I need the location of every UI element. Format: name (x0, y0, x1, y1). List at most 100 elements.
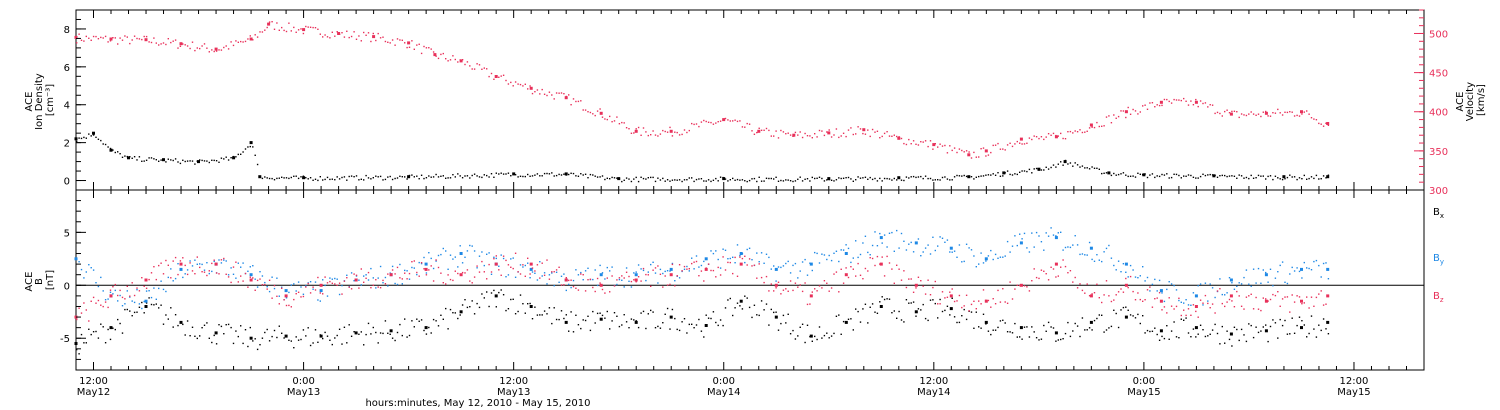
sample-dot (119, 322, 121, 325)
legend-bx-sub: x (1440, 212, 1444, 220)
sample-dot (1293, 301, 1296, 303)
sample-dot (218, 273, 220, 275)
series-bx (74, 289, 1330, 355)
sample-dot (997, 257, 999, 259)
sample-dot (1019, 336, 1021, 338)
sample-dot (290, 340, 292, 342)
sample-dot (1248, 113, 1250, 115)
sample-dot (502, 294, 505, 296)
sample-dot (372, 326, 374, 329)
sample-dot (628, 327, 630, 329)
sample-dot (1105, 247, 1108, 250)
sample-dot (1325, 177, 1327, 179)
sample-dot (1002, 175, 1004, 177)
sample-dot (215, 50, 218, 52)
sample-dot (963, 174, 965, 177)
sample-dot (1298, 115, 1301, 117)
sample-dot (823, 254, 826, 256)
sample-dot (1281, 261, 1284, 263)
sample-dot (896, 229, 898, 232)
sample-dot (512, 298, 514, 300)
sample-dot (888, 298, 891, 300)
data-point (1054, 331, 1058, 335)
sample-dot (1245, 296, 1248, 298)
sample-dot (888, 178, 891, 180)
sample-dot (958, 175, 961, 177)
sample-dot (104, 299, 107, 301)
sample-dot (975, 156, 977, 158)
sample-dot (773, 311, 775, 314)
sample-dot (671, 135, 674, 137)
sample-dot (944, 144, 946, 147)
sample-dot (814, 288, 816, 290)
sample-dot (1125, 277, 1127, 280)
sample-dot (1267, 340, 1269, 343)
sample-dot (194, 335, 196, 337)
sample-dot (167, 318, 169, 320)
sample-dot (288, 177, 290, 180)
sample-dot (1277, 108, 1279, 111)
sample-dot (1060, 231, 1062, 233)
sample-dot (765, 253, 768, 255)
sample-dot (683, 179, 686, 181)
sample-dot (852, 133, 854, 136)
sample-dot (973, 255, 975, 257)
sample-dot (464, 175, 466, 177)
sample-dot (611, 266, 613, 268)
sample-dot (1322, 262, 1325, 265)
sample-dot (1315, 296, 1318, 299)
sample-dot (924, 247, 927, 249)
sample-dot (635, 281, 637, 283)
sample-dot (1257, 267, 1260, 270)
sample-dot (324, 331, 326, 334)
sample-dot (1006, 170, 1009, 172)
data-point (407, 175, 411, 179)
sample-dot (420, 262, 423, 265)
sample-dot (177, 273, 179, 276)
sample-dot (555, 271, 558, 273)
sample-dot (883, 132, 886, 135)
sample-dot (541, 175, 543, 177)
sample-dot (797, 335, 799, 337)
sample-dot (975, 266, 977, 268)
sample-dot (1296, 114, 1298, 117)
sample-dot (1293, 270, 1296, 272)
sample-dot (452, 258, 454, 260)
sample-dot (416, 271, 418, 274)
sample-dot (842, 249, 845, 251)
sample-dot (565, 277, 567, 279)
sample-dot (1062, 259, 1064, 261)
sample-dot (469, 280, 471, 282)
field-axis-ticks: -505 (60, 189, 86, 371)
sample-dot (932, 299, 934, 301)
sample-dot (297, 281, 300, 283)
sample-dot (1303, 174, 1305, 177)
sample-dot (801, 261, 804, 263)
sample-dot (893, 310, 895, 312)
sample-dot (1286, 333, 1289, 335)
sample-dot (1156, 104, 1158, 106)
data-point (1054, 262, 1058, 266)
sample-dot (90, 39, 92, 41)
sample-dot (1079, 335, 1081, 338)
sample-dot (136, 289, 138, 291)
sample-dot (1228, 298, 1231, 301)
sample-dot (109, 338, 112, 341)
sample-dot (1163, 98, 1166, 101)
sample-dot (457, 173, 459, 175)
sample-dot (160, 262, 162, 264)
sample-dot (765, 127, 768, 130)
sample-dot (1185, 299, 1187, 301)
sample-dot (777, 329, 780, 331)
sample-dot (278, 29, 280, 31)
sample-dot (469, 177, 471, 179)
sample-dot (261, 275, 264, 277)
sample-dot (437, 325, 440, 327)
sample-dot (85, 342, 87, 344)
sample-dot (768, 256, 770, 259)
sample-dot (1281, 298, 1284, 300)
sample-dot (1245, 176, 1248, 179)
sample-dot (613, 177, 616, 179)
